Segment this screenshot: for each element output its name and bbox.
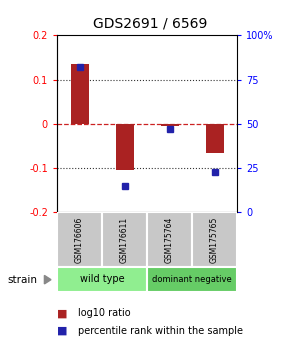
- Bar: [147, 212, 192, 267]
- Text: log10 ratio: log10 ratio: [78, 308, 130, 318]
- Bar: [147, 267, 237, 292]
- Text: GSM175765: GSM175765: [210, 216, 219, 263]
- Bar: [102, 212, 147, 267]
- Bar: [192, 212, 237, 267]
- Bar: [70, 64, 88, 124]
- Bar: [160, 124, 178, 126]
- Text: ■: ■: [57, 326, 68, 336]
- Text: percentile rank within the sample: percentile rank within the sample: [78, 326, 243, 336]
- Text: GSM176606: GSM176606: [75, 216, 84, 263]
- Bar: [116, 124, 134, 170]
- Text: ■: ■: [57, 308, 68, 318]
- Text: GSM175764: GSM175764: [165, 216, 174, 263]
- Bar: [206, 124, 224, 153]
- Text: dominant negative: dominant negative: [152, 275, 232, 284]
- Text: GDS2691 / 6569: GDS2691 / 6569: [93, 16, 207, 30]
- Bar: [57, 267, 147, 292]
- Bar: [57, 212, 102, 267]
- Text: strain: strain: [8, 275, 38, 285]
- Text: wild type: wild type: [80, 274, 124, 284]
- Polygon shape: [44, 275, 51, 284]
- Text: GSM176611: GSM176611: [120, 216, 129, 263]
